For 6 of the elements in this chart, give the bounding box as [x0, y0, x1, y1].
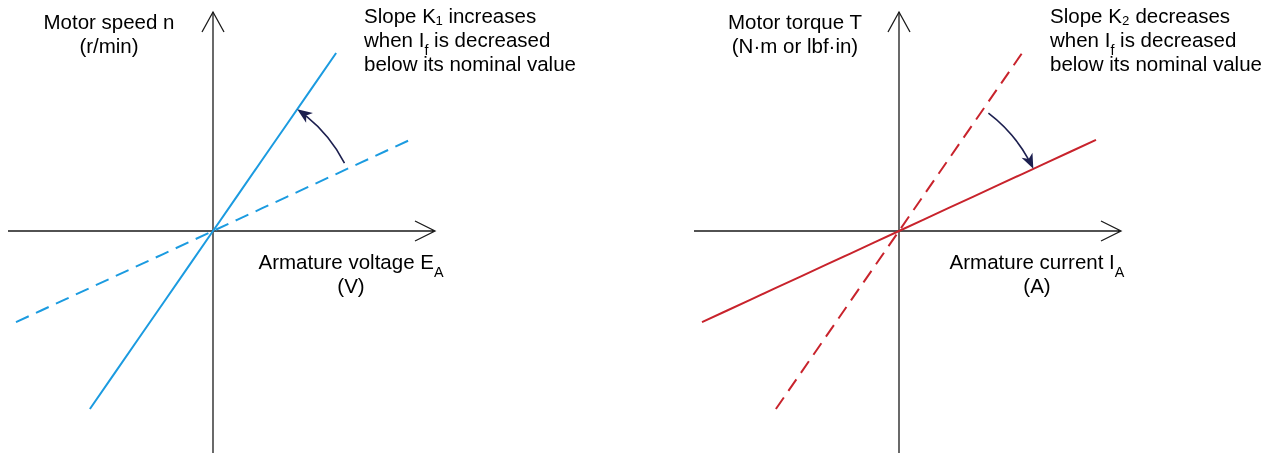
text: Armature voltage E$_{A}$ (V) [258, 250, 444, 297]
annotation: Slope K₁ increases when I$_{f}$ is decreased below its nominal value [363, 4, 576, 75]
y-axis-title: Motor speed n (r/min) [43, 10, 175, 57]
y-axis-title: Motor torque T (N·m or lbf·in) [727, 10, 863, 57]
text: Armature current I$_{A}$ (A) [949, 250, 1125, 297]
annotation: Slope K₂ decreases when I$_{f}$ is decreased below its nominal value [1049, 4, 1262, 75]
